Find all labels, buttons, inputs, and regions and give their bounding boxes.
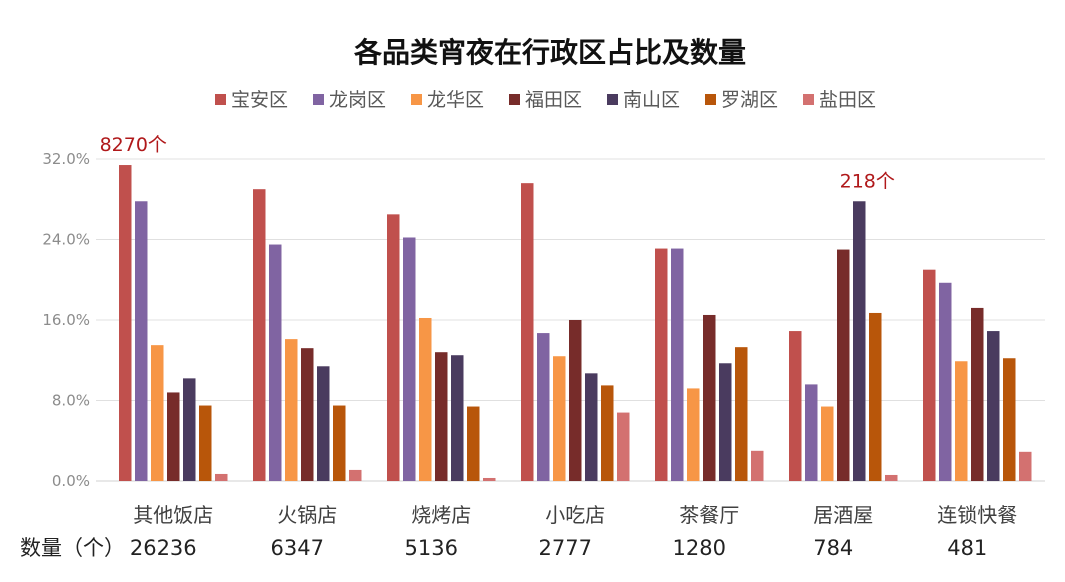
count-value: 1280 <box>673 536 726 560</box>
bar <box>285 339 298 481</box>
bar <box>735 347 748 481</box>
bar <box>1003 358 1016 481</box>
bar <box>199 405 212 481</box>
bar <box>333 405 346 481</box>
bar <box>403 237 416 481</box>
bar <box>435 352 448 481</box>
bar <box>585 373 598 481</box>
bar <box>537 333 550 481</box>
bar <box>987 331 1000 481</box>
annotation: 8270个 <box>100 134 167 156</box>
x-tick-label: 居酒屋 <box>813 503 873 527</box>
x-tick-label: 茶餐厅 <box>679 503 739 527</box>
bar <box>885 474 898 481</box>
count-value: 2777 <box>539 536 592 560</box>
y-tick-label: 8.0% <box>52 392 90 410</box>
bar <box>167 392 180 481</box>
bar <box>719 363 732 481</box>
bar <box>467 406 480 481</box>
legend-swatch <box>705 94 716 105</box>
bar <box>671 248 684 481</box>
legend-label: 福田区 <box>525 89 582 111</box>
legend-label: 南山区 <box>623 89 680 111</box>
bar <box>269 244 282 481</box>
bar <box>483 477 496 481</box>
y-tick-label: 0.0% <box>52 472 90 490</box>
legend-swatch <box>607 94 618 105</box>
count-row-label: 数量（个） <box>20 536 125 560</box>
bar <box>805 384 818 481</box>
bar <box>703 314 716 481</box>
bar <box>971 307 984 481</box>
bar <box>601 385 614 481</box>
count-value: 784 <box>813 536 853 560</box>
chart-title: 各品类宵夜在行政区占比及数量 <box>353 36 746 69</box>
x-tick-label: 烧烤店 <box>411 503 471 527</box>
legend-label: 罗湖区 <box>721 89 778 111</box>
bar <box>751 450 764 481</box>
bar <box>135 201 148 481</box>
bar <box>1019 451 1032 481</box>
bar <box>253 189 266 481</box>
legend-swatch <box>509 94 520 105</box>
y-tick-label: 32.0% <box>42 150 90 168</box>
annotations: 8270个 218个 <box>100 134 895 192</box>
bar <box>655 248 668 481</box>
count-value: 26236 <box>130 536 197 560</box>
bar <box>955 361 968 481</box>
legend: 宝安区 龙岗区 龙华区 福田区 南山区 罗湖区 盐田区 <box>215 89 876 111</box>
y-tick-label: 24.0% <box>42 231 90 249</box>
bar <box>521 183 534 481</box>
bar <box>301 348 314 481</box>
bar <box>215 473 228 481</box>
bar <box>687 388 700 481</box>
bar <box>451 355 464 481</box>
y-tick-label: 16.0% <box>42 311 90 329</box>
count-value: 481 <box>947 536 987 560</box>
x-axis-labels: 其他饭店 火锅店 烧烤店 小吃店 茶餐厅 居酒屋 连锁快餐 <box>133 503 1017 527</box>
bar <box>923 269 936 481</box>
bars <box>119 165 1032 481</box>
bar <box>317 366 330 481</box>
x-tick-label: 火锅店 <box>277 503 337 527</box>
bar <box>349 469 362 481</box>
bar <box>553 356 566 481</box>
y-axis-ticks: 0.0% 8.0% 16.0% 24.0% 32.0% <box>42 150 90 490</box>
bar <box>183 378 196 481</box>
bar <box>617 412 630 481</box>
count-value: 6347 <box>271 536 324 560</box>
bar <box>569 320 582 481</box>
annotation: 218个 <box>840 170 895 192</box>
bar <box>419 317 432 481</box>
legend-label: 宝安区 <box>231 89 288 111</box>
legend-swatch <box>215 94 226 105</box>
count-value: 5136 <box>405 536 458 560</box>
bar <box>151 345 164 481</box>
legend-label: 龙岗区 <box>329 89 386 111</box>
x-tick-label: 小吃店 <box>545 503 605 527</box>
bar <box>119 165 132 481</box>
bar <box>789 331 802 481</box>
bar <box>869 312 882 481</box>
x-tick-label: 连锁快餐 <box>937 503 1017 527</box>
legend-label: 盐田区 <box>819 89 876 111</box>
count-values: 26236 6347 5136 2777 1280 784 481 <box>130 536 987 560</box>
bar <box>939 282 952 481</box>
legend-label: 龙华区 <box>427 89 484 111</box>
legend-swatch <box>411 94 422 105</box>
bar <box>821 406 834 481</box>
legend-swatch <box>803 94 814 105</box>
bar <box>387 214 400 481</box>
bar <box>853 201 866 481</box>
x-tick-label: 其他饭店 <box>133 503 213 527</box>
legend-swatch <box>313 94 324 105</box>
bar <box>837 249 850 481</box>
